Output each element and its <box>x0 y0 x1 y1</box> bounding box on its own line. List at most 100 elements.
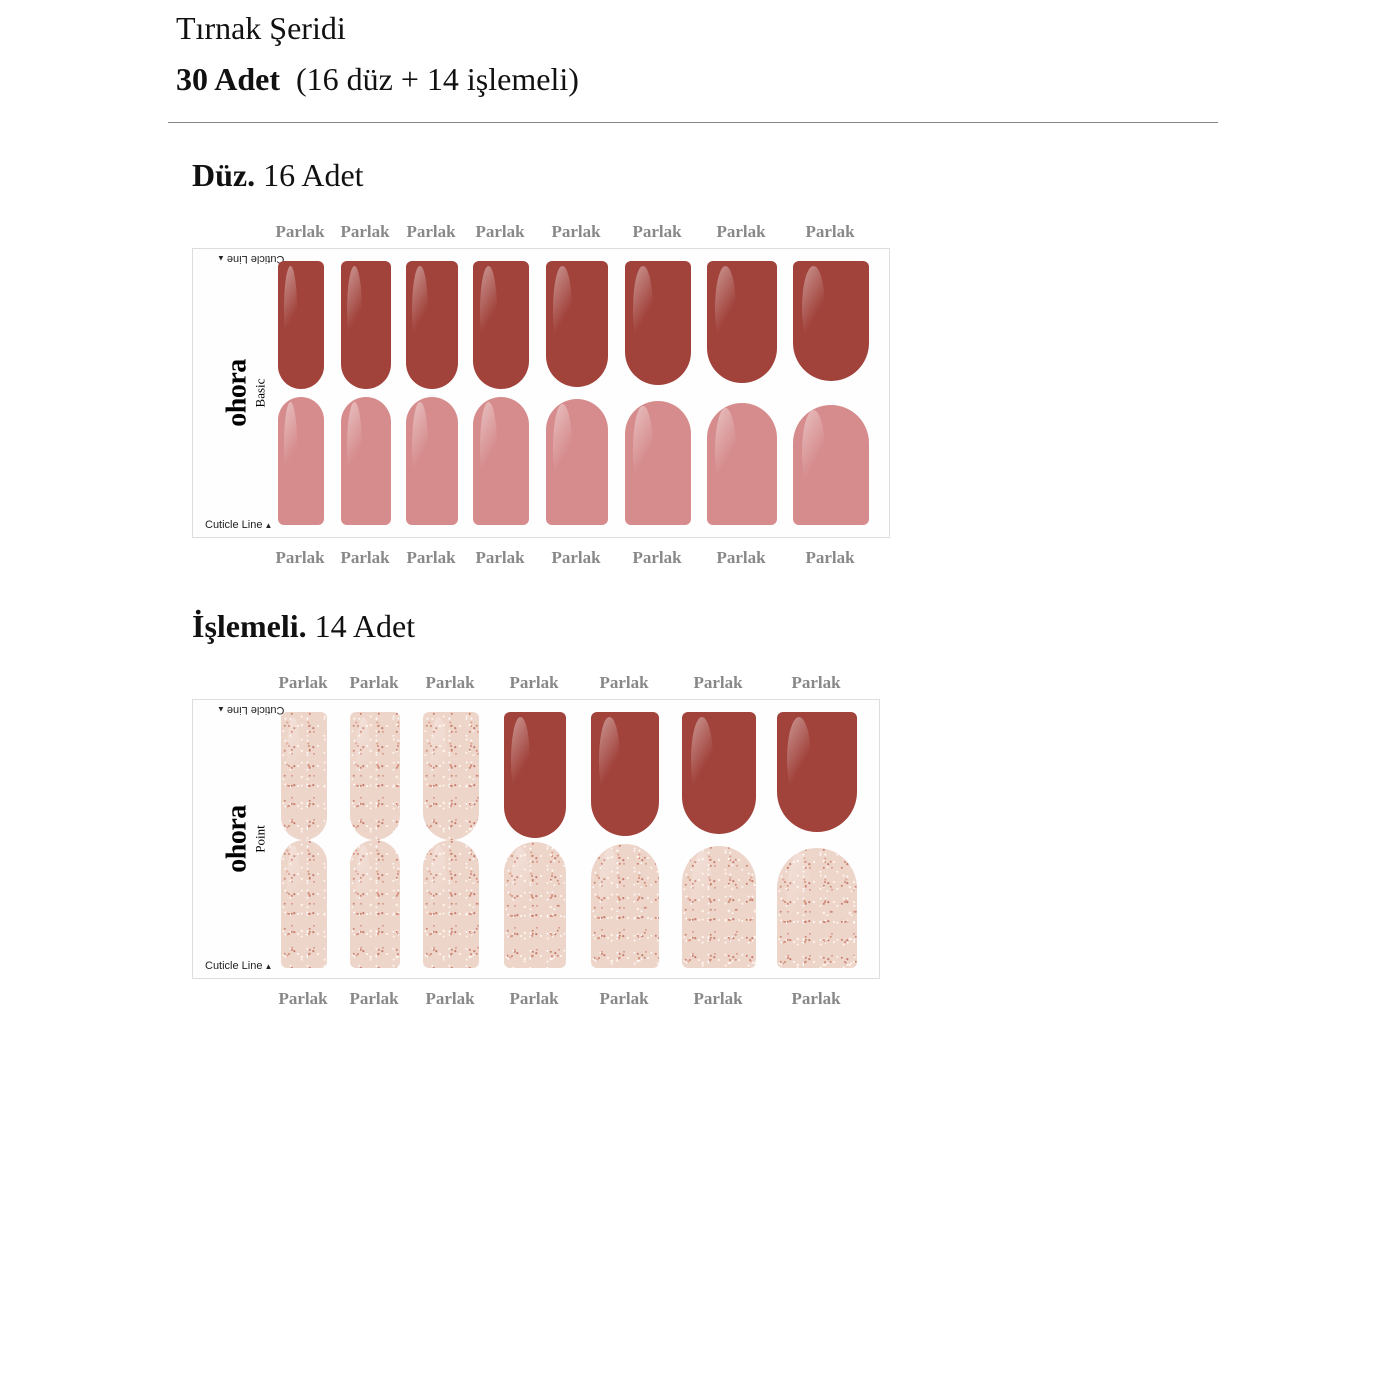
nail-strip <box>707 403 777 525</box>
header: Tırnak Şeridi 30 Adet (16 düz + 14 işlem… <box>0 10 1386 122</box>
triangle-icon: ▲ <box>264 521 272 530</box>
nail-cell <box>537 399 617 525</box>
finish-label: Parlak <box>766 673 866 693</box>
nail-cell <box>465 397 537 525</box>
nails-area <box>269 261 879 525</box>
nail-strip <box>406 261 458 389</box>
nail-strip <box>281 712 327 840</box>
nail-cell <box>491 712 579 838</box>
finish-label: Parlak <box>398 222 464 242</box>
nail-cell <box>671 846 767 968</box>
finish-label: Parlak <box>578 673 670 693</box>
nail-strip <box>281 840 327 968</box>
nail-cell <box>333 261 399 389</box>
finish-label: Parlak <box>784 222 876 242</box>
nail-cell <box>579 844 671 968</box>
nail-cell <box>617 401 699 525</box>
nail-strip <box>504 712 566 838</box>
section-basic: Düz. 16 Adet ParlakParlakParlakParlakPar… <box>0 157 1386 568</box>
finish-label: Parlak <box>464 222 536 242</box>
nail-cell <box>339 712 411 840</box>
finish-label: Parlak <box>490 989 578 1009</box>
nail-strip <box>504 842 566 968</box>
finish-label: Parlak <box>268 548 332 568</box>
label-row-bottom: ParlakParlakParlakParlakParlakParlakParl… <box>192 548 1386 568</box>
nail-strip <box>406 397 458 525</box>
finish-label: Parlak <box>578 989 670 1009</box>
finish-label: Parlak <box>268 673 338 693</box>
brand-label: ohora Point <box>223 805 266 873</box>
section-title-bold: İşlemeli. <box>192 608 307 644</box>
section-title-rest: 14 Adet <box>315 608 415 644</box>
nail-cell <box>399 397 465 525</box>
nail-strip <box>341 397 391 525</box>
label-row-top: ParlakParlakParlakParlakParlakParlakParl… <box>192 673 1386 693</box>
nail-strip <box>423 712 479 840</box>
section-title-rest: 16 Adet <box>263 157 363 193</box>
triangle-icon: ▲ <box>264 962 272 971</box>
product-title: Tırnak Şeridi <box>176 10 1386 47</box>
nail-strip <box>682 846 756 968</box>
qty-bold: 30 Adet <box>176 61 280 97</box>
finish-label: Parlak <box>616 222 698 242</box>
nail-strip <box>682 712 756 834</box>
nail-cell <box>671 712 767 834</box>
nail-strip <box>793 261 869 381</box>
nail-cell <box>269 397 333 525</box>
product-quantity: 30 Adet (16 düz + 14 işlemeli) <box>176 61 1386 98</box>
finish-label: Parlak <box>698 222 784 242</box>
nail-strip <box>625 261 691 385</box>
finish-label: Parlak <box>698 548 784 568</box>
product-spec-container: Tırnak Şeridi 30 Adet (16 düz + 14 işlem… <box>0 10 1386 1009</box>
brand-label: ohora Basic <box>223 359 266 427</box>
nail-sheet-basic: Cuticle Line▲ ohora Basic Cuticle Line▲ <box>192 248 890 538</box>
nail-row-top <box>269 712 869 840</box>
nail-cell <box>767 712 867 832</box>
nail-strip <box>625 401 691 525</box>
brand-name: ohora <box>223 359 251 427</box>
finish-label: Parlak <box>670 673 766 693</box>
finish-label: Parlak <box>268 222 332 242</box>
nail-strip <box>423 840 479 968</box>
nail-cell <box>617 261 699 385</box>
nail-cell <box>785 261 877 381</box>
divider <box>168 122 1218 123</box>
cuticle-line-bottom: Cuticle Line▲ <box>205 960 272 972</box>
nail-cell <box>269 712 339 840</box>
nail-strip <box>591 712 659 836</box>
nail-cell <box>785 405 877 525</box>
finish-label: Parlak <box>766 989 866 1009</box>
triangle-icon: ▲ <box>217 255 225 264</box>
finish-label: Parlak <box>616 548 698 568</box>
finish-label: Parlak <box>536 548 616 568</box>
nail-cell <box>269 840 339 968</box>
finish-label: Parlak <box>338 989 410 1009</box>
nail-strip <box>546 261 608 387</box>
nail-cell <box>491 842 579 968</box>
nail-cell <box>339 840 411 968</box>
nail-strip <box>473 397 529 525</box>
nail-strip <box>278 397 324 525</box>
finish-label: Parlak <box>410 989 490 1009</box>
nail-cell <box>465 261 537 389</box>
nail-sheet-point: Cuticle Line▲ ohora Point Cuticle Line▲ <box>192 699 880 979</box>
label-row-bottom: ParlakParlakParlakParlakParlakParlakParl… <box>192 989 1386 1009</box>
nail-cell <box>333 397 399 525</box>
section-title-bold: Düz. <box>192 157 255 193</box>
brand-name: ohora <box>223 805 251 873</box>
finish-label: Parlak <box>670 989 766 1009</box>
nail-strip <box>350 712 400 840</box>
nail-cell <box>411 840 491 968</box>
nail-row-bottom <box>269 397 879 525</box>
nail-strip <box>777 712 857 832</box>
nail-cell <box>269 261 333 389</box>
nails-area <box>269 712 869 966</box>
triangle-icon: ▲ <box>217 706 225 715</box>
section-title-basic: Düz. 16 Adet <box>192 157 1386 194</box>
nail-cell <box>399 261 465 389</box>
nail-cell <box>411 712 491 840</box>
cuticle-line-bottom: Cuticle Line▲ <box>205 519 272 531</box>
nail-strip <box>707 261 777 383</box>
nail-cell <box>767 848 867 968</box>
nail-cell <box>579 712 671 836</box>
